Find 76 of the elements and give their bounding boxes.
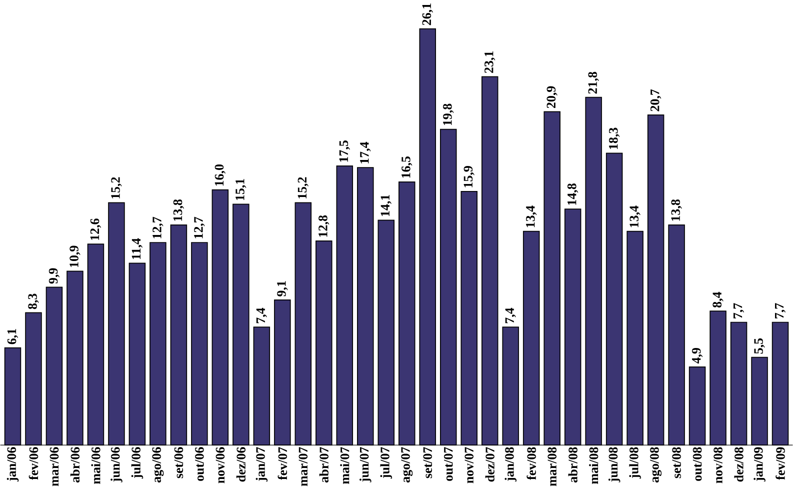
data-label: 9,1	[277, 281, 288, 296]
x-tick-label: nov/08	[714, 447, 722, 484]
data-label: 9,9	[48, 268, 60, 284]
data-label: 14,8	[567, 184, 578, 205]
data-label: 7,7	[734, 303, 744, 318]
data-label: 26,1	[422, 4, 433, 26]
x-tick-label: out/06	[195, 447, 204, 481]
data-label: 13,8	[173, 200, 184, 221]
data-label: 15,1	[236, 179, 246, 200]
x-tick-label: mar/08	[548, 447, 556, 486]
data-label: 17,4	[360, 142, 371, 164]
x-tick-label: jan/06	[6, 447, 19, 482]
x-tick-label: out/08	[692, 447, 702, 481]
data-label: 15,2	[111, 177, 122, 198]
x-tick-label: set/07	[423, 447, 432, 478]
data-label: 14,1	[380, 194, 392, 216]
data-label: 11,4	[132, 238, 142, 260]
data-label: 12,7	[194, 216, 205, 238]
data-label: 19,8	[443, 104, 454, 126]
x-tick-label: dez/08	[734, 447, 744, 482]
data-label: 4,9	[692, 348, 703, 364]
data-label: 12,8	[318, 215, 330, 237]
x-tick-label: abr/06	[70, 447, 80, 483]
x-tick-label: jun/07	[360, 447, 372, 482]
data-label: 7,4	[256, 308, 267, 324]
data-label: 8,3	[28, 294, 39, 310]
x-tick-label: mar/06	[50, 447, 59, 486]
x-tick-label: jan/08	[504, 447, 516, 482]
x-tick-label: ago/06	[152, 447, 164, 483]
x-tick-label: ago/07	[401, 447, 413, 483]
data-label: 13,4	[630, 206, 640, 228]
data-label: 13,8	[671, 200, 682, 221]
x-tick-label: set/08	[672, 447, 681, 478]
x-tick-label: jul/07	[380, 447, 392, 479]
data-label: 20,7	[650, 89, 662, 112]
x-tick-label: jul/06	[131, 447, 144, 479]
x-tick-label: jun/08	[608, 447, 620, 482]
x-tick-label: nov/07	[464, 447, 474, 484]
data-label: 12,7	[152, 216, 164, 238]
data-label: 12,6	[90, 218, 102, 240]
x-tick-label: fev/08	[526, 447, 536, 480]
x-tick-label: mai/07	[340, 447, 350, 484]
x-tick-label: jul/08	[629, 447, 641, 479]
data-label: 18,3	[608, 128, 620, 150]
x-tick-label: dez/06	[236, 447, 246, 482]
data-label: 15,9	[464, 166, 474, 188]
x-tick-label: mar/07	[298, 447, 308, 486]
x-tick-label: abr/08	[568, 447, 578, 483]
data-label: 7,7	[775, 303, 786, 318]
data-label: 23,1	[484, 51, 496, 73]
data-label: 20,9	[546, 86, 558, 108]
x-tick-label: mai/06	[91, 447, 100, 484]
x-tick-label: jan/09	[754, 447, 766, 482]
x-tick-label: out/07	[444, 447, 453, 481]
x-tick-label: jan/07	[256, 447, 268, 482]
data-label: 8,4	[712, 292, 724, 308]
x-tick-label: fev/09	[776, 447, 785, 480]
data-label: 5,5	[754, 338, 765, 354]
x-tick-label: fev/07	[278, 447, 288, 480]
data-label: 7,4	[505, 308, 516, 324]
x-tick-label: set/06	[174, 447, 184, 478]
x-tick-label: ago/08	[650, 447, 662, 483]
x-tick-label: abr/07	[319, 447, 328, 483]
data-label: 15,2	[298, 177, 308, 198]
data-label: 10,9	[70, 246, 80, 268]
data-label: 13,4	[526, 206, 537, 228]
data-label: 16,5	[402, 156, 412, 178]
x-tick-label: jun/06	[110, 447, 122, 482]
data-label: 21,8	[588, 72, 599, 94]
x-tick-label: mai/08	[589, 447, 598, 484]
x-tick-label: fev/06	[28, 447, 38, 480]
data-label: 17,5	[339, 140, 350, 162]
x-tick-label: dez/07	[485, 447, 494, 482]
data-label: 6,1	[7, 329, 18, 344]
x-tick-label: nov/06	[216, 447, 225, 484]
data-label: 16,0	[214, 164, 226, 186]
